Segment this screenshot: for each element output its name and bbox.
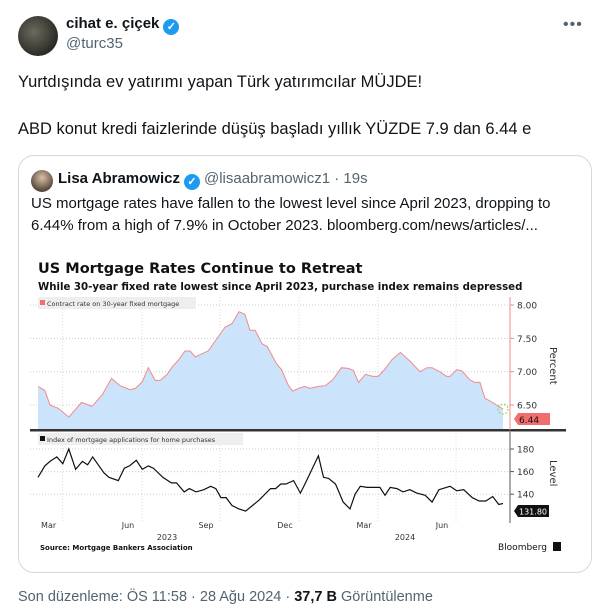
author-name-text[interactable]: cihat e. çiçek	[66, 15, 160, 32]
chart-title: US Mortgage Rates Continue to Retreat	[38, 261, 363, 277]
last-index-value: 131.80	[519, 508, 547, 517]
bloomberg-logo-icon	[553, 542, 561, 551]
views-label: Görüntülenme	[336, 589, 433, 605]
x-tick-label: Dec	[277, 521, 292, 530]
index-y-tick-label: 180	[517, 446, 534, 456]
rate-area	[38, 311, 503, 429]
bloomberg-logo: Bloomberg	[498, 543, 547, 553]
rate-y-tick-label: 6.50	[517, 402, 537, 412]
rate-y-tick-label: 7.50	[517, 335, 537, 345]
mortgage-chart: US Mortgage Rates Continue to Retreat Wh…	[30, 255, 575, 560]
author-handle[interactable]: @turc35	[66, 35, 123, 52]
verified-badge-icon: ✓	[163, 19, 180, 35]
chart-source: Source: Mortgage Bankers Association	[40, 544, 193, 552]
more-horizontal-icon[interactable]: •••	[563, 16, 583, 33]
quoted-author-handle[interactable]: @lisaabramowicz1	[203, 170, 331, 187]
quoted-author-name[interactable]: Lisa Abramowicz	[58, 170, 180, 187]
x-tick-label: Jun	[435, 521, 449, 530]
author-avatar[interactable]	[18, 16, 58, 56]
last-index-badge	[514, 505, 549, 517]
tweet-text-line-1: Yurtdışında ev yatırımı yapan Türk yatır…	[18, 73, 423, 91]
index-axis-label: Level	[547, 460, 558, 486]
panel-divider	[30, 429, 566, 432]
last-rate-badge	[514, 413, 550, 425]
rate-legend-label: Contract rate on 30-year fixed mortgage	[47, 300, 179, 308]
rate-legend-swatch	[40, 300, 45, 305]
verified-badge-icon: ✓	[183, 174, 200, 190]
x-tick-label: Mar	[41, 521, 57, 530]
quoted-text-line-1: US mortgage rates have fallen to the low…	[31, 195, 551, 212]
index-legend	[38, 433, 243, 445]
quoted-tweet-card[interactable]	[18, 155, 592, 573]
rate-legend	[38, 297, 196, 309]
x-tick-label: Jun	[121, 521, 135, 530]
x-tick-label: Mar	[356, 521, 372, 530]
x-tick-label: Sep	[198, 521, 213, 530]
x-year-label: 2023	[157, 533, 177, 542]
rate-y-tick-label: 7.00	[517, 368, 537, 378]
quoted-author-avatar[interactable]	[31, 170, 53, 192]
index-y-tick-label: 140	[517, 491, 534, 501]
x-year-label: 2024	[395, 533, 415, 542]
author-name[interactable]: cihat e. çiçek ✓	[66, 15, 180, 35]
quoted-tweet-time[interactable]: · 19s	[334, 170, 368, 187]
index-line	[37, 447, 504, 512]
chart-subtitle: While 30-year fixed rate lowest since Ap…	[38, 282, 522, 293]
rate-y-tick-label: 8.00	[517, 302, 537, 312]
last-rate-value: 6.44	[519, 416, 539, 426]
quoted-author[interactable]: Lisa Abramowicz ✓ @lisaabramowicz1 · 19s	[58, 170, 368, 190]
index-legend-label: Index of mortgage applications for home …	[47, 436, 216, 444]
edited-timestamp[interactable]: Son düzenleme: ÖS 11:58 · 28 Ağu 2024 ·	[18, 589, 295, 605]
index-y-tick-label: 160	[517, 468, 534, 478]
last-point-marker	[497, 403, 509, 415]
index-legend-swatch	[40, 436, 45, 441]
view-count: 37,7 B	[294, 589, 337, 605]
tweet-footer: Son düzenleme: ÖS 11:58 · 28 Ağu 2024 · …	[18, 589, 433, 605]
tweet-text-line-2: ABD konut kredi faizlerinde düşüş başlad…	[18, 120, 532, 138]
rate-axis-label: Percent	[547, 347, 558, 385]
quoted-text-line-2: 6.44% from a high of 7.9% in October 202…	[31, 217, 538, 234]
rate-line	[37, 311, 504, 418]
